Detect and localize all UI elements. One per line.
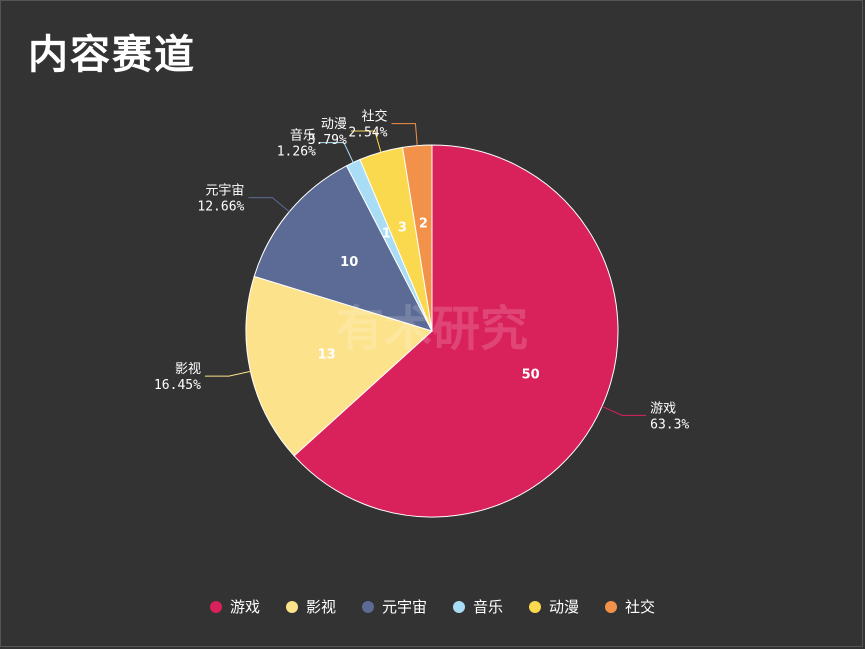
legend-label: 社交 <box>625 598 656 616</box>
slice-name-label: 游戏 <box>650 401 676 416</box>
pie-slice[interactable] <box>245 275 433 457</box>
legend-label: 动漫 <box>549 598 580 616</box>
leader-line <box>601 405 647 416</box>
legend-swatch <box>453 600 465 613</box>
slice-value-label: 13 <box>318 347 336 362</box>
slice-name-label: 元宇宙 <box>205 184 244 199</box>
legend-item[interactable]: 音乐 <box>453 596 503 617</box>
slice-name-label: 社交 <box>361 109 387 125</box>
legend: 游戏 影视 元宇宙 音乐 动漫 社交 <box>0 596 865 617</box>
leader-line <box>391 123 418 146</box>
legend-item[interactable]: 游戏 <box>209 596 260 617</box>
slice-name-label: 影视 <box>175 362 201 377</box>
legend-swatch <box>285 600 298 613</box>
legend-label: 音乐 <box>473 598 504 616</box>
legend-label: 影视 <box>305 598 336 616</box>
page-title: 内容赛道 <box>28 32 196 78</box>
pie-slice[interactable] <box>253 165 433 332</box>
legend-item[interactable]: 元宇宙 <box>361 596 427 617</box>
legend-swatch <box>361 600 374 613</box>
slice-percent-label: 2.54% <box>348 126 387 141</box>
slice-value-label: 10 <box>340 255 358 270</box>
pie-slice[interactable] <box>293 144 619 518</box>
legend-swatch <box>605 600 618 613</box>
slice-percent-label: 16.45% <box>154 378 201 393</box>
legend-item[interactable]: 社交 <box>605 596 655 617</box>
slice-value-label: 50 <box>522 368 540 383</box>
legend-item[interactable]: 动漫 <box>529 596 579 617</box>
leader-line <box>204 370 251 377</box>
slice-name-label: 音乐 <box>290 128 316 144</box>
slice-value-label: 3 <box>398 220 407 235</box>
legend-swatch <box>209 600 222 613</box>
legend-label: 游戏 <box>229 598 260 616</box>
slice-value-label: 1 <box>382 226 391 241</box>
slice-percent-label: 63.3% <box>650 417 689 432</box>
leader-line <box>350 130 382 153</box>
legend-label: 元宇宙 <box>381 598 427 616</box>
legend-swatch <box>529 600 542 613</box>
slice-value-label: 2 <box>419 216 428 231</box>
slice-name-label: 动漫 <box>321 117 347 132</box>
slice-percent-label: 3.79% <box>308 133 347 148</box>
slice-percent-label: 1.26% <box>277 145 316 160</box>
legend-item[interactable]: 影视 <box>285 596 336 617</box>
leader-line <box>248 197 290 213</box>
slice-percent-label: 12.66% <box>197 200 244 215</box>
watermark-text: 有术研究 <box>336 301 528 357</box>
leader-line <box>319 142 354 163</box>
